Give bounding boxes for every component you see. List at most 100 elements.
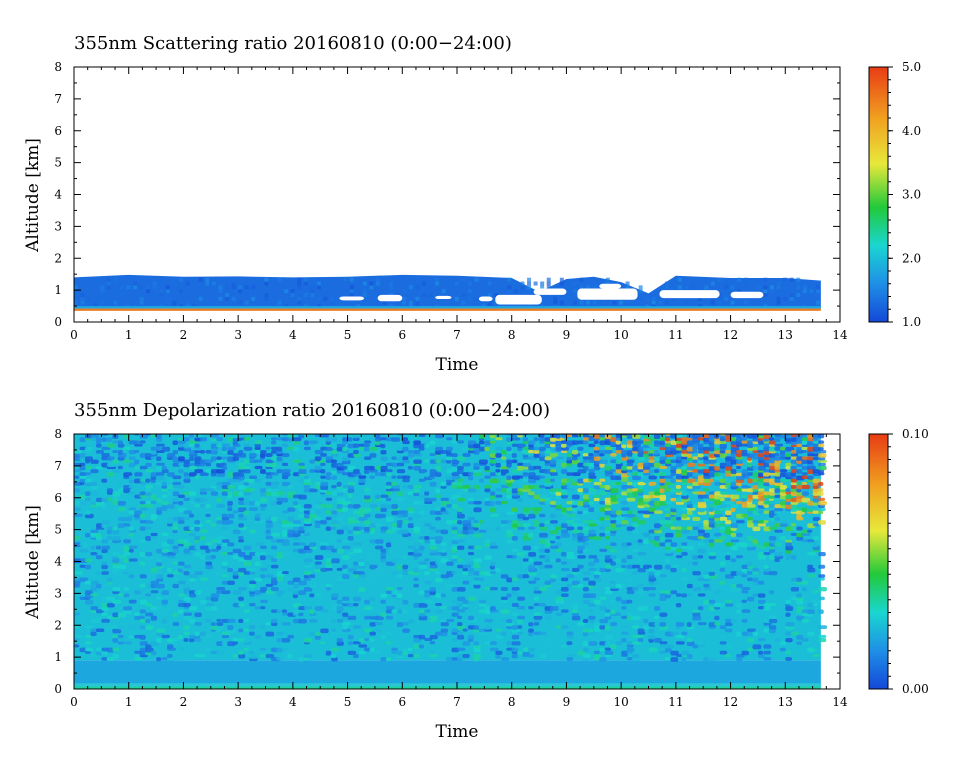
depol-cell — [467, 551, 475, 556]
depol-cell — [746, 542, 754, 548]
depol-cell — [550, 513, 556, 519]
layer-cell — [421, 292, 426, 297]
depol-cell — [314, 631, 321, 637]
depol-cell — [112, 634, 118, 639]
depol-cell — [172, 481, 182, 486]
depol-cell — [714, 520, 723, 524]
depol-cell — [626, 510, 633, 515]
depol-cell — [528, 478, 537, 484]
depol-cell — [588, 539, 596, 544]
depol-cell — [615, 459, 622, 465]
depol-cell — [790, 485, 797, 489]
colorbar-tick-label: 3.0 — [902, 188, 921, 202]
depol-cell — [599, 507, 606, 512]
depol-cell — [511, 523, 519, 528]
depol-cell — [358, 558, 365, 562]
depol-cell — [325, 491, 333, 495]
depol-cell — [112, 628, 122, 634]
depol-cell — [254, 440, 263, 445]
depol-cell — [692, 612, 701, 617]
y-tick-label: 8 — [54, 427, 62, 441]
depol-cell — [746, 561, 753, 567]
depol-cell — [473, 500, 482, 505]
depol-cell — [106, 657, 115, 661]
depol-cell — [347, 536, 354, 541]
depol-cell — [380, 526, 389, 531]
depol-cell — [555, 536, 561, 540]
depol-cell — [353, 453, 361, 458]
depol-cell — [418, 500, 425, 505]
depol-cell — [670, 488, 676, 493]
depol-cell — [221, 539, 230, 543]
depol-cell — [183, 459, 191, 464]
depol-cell — [725, 628, 733, 633]
depol-cell — [451, 526, 458, 531]
depol-cell — [604, 647, 612, 651]
depol-cell — [708, 567, 717, 572]
depol-cell — [270, 449, 278, 454]
depol-cell — [697, 641, 703, 645]
depol-cell — [353, 504, 361, 509]
layer-cell — [290, 289, 295, 294]
depol-cell — [287, 634, 295, 639]
depol-cell — [566, 520, 575, 524]
depol-cell — [522, 561, 530, 567]
depol-cell — [216, 472, 226, 477]
depol-cell — [117, 478, 127, 483]
depol-cell — [582, 587, 589, 592]
depol-cell — [489, 500, 495, 506]
depol-cell — [95, 615, 104, 620]
depol-cell — [752, 485, 759, 490]
depol-cell — [741, 542, 748, 548]
depol-cell — [194, 446, 201, 451]
depol-cell — [593, 465, 601, 471]
layer-cell — [546, 281, 551, 286]
depol-cell — [363, 520, 371, 525]
depol-cell — [763, 606, 771, 611]
depol-cell — [659, 644, 666, 648]
depol-cell — [287, 507, 296, 512]
depol-cell — [183, 612, 192, 616]
depol-cell — [560, 577, 569, 582]
depol-cell — [84, 599, 94, 605]
depol-cell — [161, 504, 168, 509]
depol-cell — [577, 532, 585, 537]
depol-cell — [703, 456, 709, 461]
depol-cell — [249, 488, 255, 492]
depol-cell — [807, 456, 814, 461]
depol-cell — [604, 545, 611, 550]
depol-cell — [84, 456, 93, 461]
depol-cell — [221, 580, 229, 585]
depol-cell — [719, 561, 727, 566]
depol-cell — [183, 443, 191, 449]
layer-cell — [415, 296, 420, 301]
depol-cell — [440, 622, 449, 627]
depol-cell — [539, 446, 546, 452]
depol-cell — [637, 520, 647, 525]
depol-cell — [156, 446, 162, 451]
depol-cell — [385, 631, 393, 635]
ground-layer — [74, 308, 821, 311]
depol-cell — [172, 622, 180, 626]
depol-cell — [571, 612, 579, 617]
depol-cell — [270, 485, 279, 489]
depol-cell — [440, 465, 447, 471]
depol-cell — [539, 548, 547, 553]
x-tick-label: 10 — [614, 695, 629, 709]
y-tick-label: 0 — [54, 315, 62, 329]
depol-cell — [106, 577, 113, 583]
depol-cell — [270, 532, 280, 537]
depol-cell — [484, 539, 491, 543]
depol-cell — [517, 523, 524, 527]
depol-cell — [216, 443, 222, 448]
depol-cell — [128, 475, 138, 480]
depol-cell — [736, 609, 742, 614]
depol-cell — [134, 459, 140, 465]
depol-cell — [134, 443, 143, 447]
depol-cell — [593, 440, 599, 444]
depol-cell — [681, 491, 688, 496]
layer-cell — [303, 281, 308, 286]
depol-cell — [812, 510, 820, 514]
depol-cell — [150, 590, 159, 594]
depol-cell — [84, 641, 92, 645]
